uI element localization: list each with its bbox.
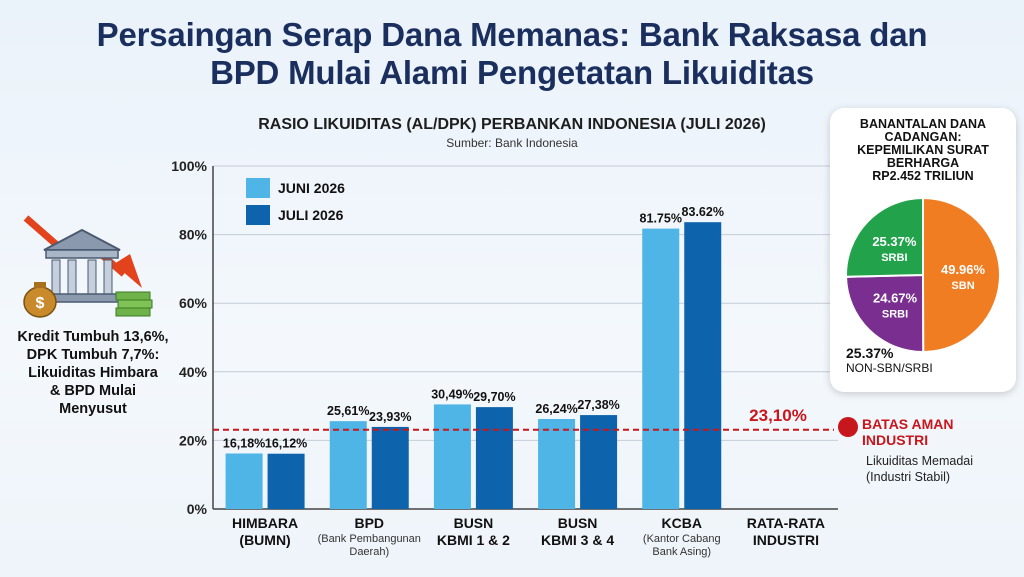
data-label: 25,61% [327, 404, 369, 418]
pie-title: BANANTALAN DANA CADANGAN: KEPEMILIKAN SU… [830, 118, 1016, 183]
page-title-line-2: BPD Mulai Alami Pengetatan Likuiditas [210, 54, 814, 91]
data-label: 23,93% [369, 410, 411, 424]
cash-stack-icon [115, 291, 153, 317]
x-tick-label: (BUMN) [239, 532, 290, 548]
page-title-line-1: Persaingan Serap Dana Memanas: Bank Raks… [96, 16, 928, 53]
data-label: 81.75% [640, 212, 682, 226]
data-label: 16,18% [223, 437, 265, 451]
x-tick-label: INDUSTRI [753, 532, 819, 548]
left-panel-text: Kredit Tumbuh 13,6%, DPK Tumbuh 7,7%: Li… [4, 328, 182, 418]
data-label: 30,49% [431, 387, 473, 401]
bar [475, 407, 513, 509]
x-tick-sublabel: Bank Asing) [652, 546, 711, 558]
x-tick-label: KCBA [662, 515, 702, 531]
y-tick-label: 100% [171, 158, 207, 174]
bar [538, 418, 576, 509]
pie-slice [845, 196, 924, 278]
x-tick-sublabel: Daerah) [349, 546, 389, 558]
bank-illustration: $ [23, 215, 153, 318]
safe-limit-line-1: BATAS AMAN [862, 416, 954, 432]
safe-limit-line-2: INDUSTRI [862, 432, 929, 448]
reference-line-label: 23,10% [749, 406, 807, 425]
bar [267, 453, 305, 509]
x-tick-label: HIMBARA [232, 515, 298, 531]
page-title: Persaingan Serap Dana Memanas: Bank Raks… [0, 16, 1024, 92]
x-tick-sublabel: (Kantor Cabang [643, 533, 721, 545]
legend-swatch [246, 205, 270, 225]
chart-title: RASIO LIKUIDITAS (AL/DPK) PERBANKAN INDO… [258, 116, 766, 133]
pie-title-line: RP2.452 TRILIUN [872, 169, 974, 183]
pie-slice-label: SRBI [881, 252, 907, 264]
legend-swatch [246, 178, 270, 198]
x-tick-sublabel: (Bank Pembangunan [318, 533, 421, 545]
bank-building-icon [41, 228, 123, 303]
data-label: 27,38% [577, 398, 619, 412]
pie-slice-value: 49.96% [941, 262, 986, 277]
x-tick-label: KBMI 3 & 4 [541, 532, 614, 548]
data-label: 83.62% [682, 205, 724, 219]
bar [684, 222, 722, 509]
safe-limit-sub: Likuiditas Memadai (Industri Stabil) [866, 453, 1024, 485]
pie-slice [844, 273, 925, 354]
left-panel-line: Menyusut [59, 401, 127, 417]
y-tick-label: 60% [179, 295, 208, 311]
x-tick-label: KBMI 1 & 2 [437, 532, 510, 548]
y-tick-label: 20% [179, 432, 208, 448]
bar [642, 228, 680, 509]
shield-warning-icon [838, 417, 858, 437]
x-tick-label: BPD [354, 515, 384, 531]
pie-title-line: BERHARGA [886, 156, 960, 170]
safe-limit-label: BATAS AMAN INDUSTRI [862, 416, 1022, 448]
left-panel-line: & BPD Mulai [49, 383, 137, 399]
left-panel-line: Kredit Tumbuh 13,6%, [17, 329, 169, 345]
x-tick-label: RATA-RATA [747, 515, 825, 531]
bar [329, 421, 367, 509]
data-label: 29,70% [473, 390, 515, 404]
pie-title-line: KEPEMILIKAN SURAT [857, 143, 989, 157]
pie-title-line: BANANTALAN DANA [859, 117, 987, 131]
pie-slice-label: SRBI [882, 309, 908, 321]
chart-source: Sumber: Bank Indonesia [446, 136, 578, 150]
legend-label: JUNI 2026 [278, 180, 345, 196]
pie-extra-value: 25.37% [846, 345, 894, 361]
pie-extra: 25.37% NON-SBN/SRBI [846, 346, 933, 376]
pie-slice [922, 196, 1002, 354]
pie-slice-label: SBN [951, 280, 974, 292]
pie-slice-value: 25.37% [872, 234, 917, 249]
legend-label: JULI 2026 [278, 207, 344, 223]
pie-extra-label: NON-SBN/SRBI [846, 361, 933, 375]
y-tick-label: 0% [187, 501, 208, 517]
left-panel-line: DPK Tumbuh 7,7%: [26, 347, 160, 363]
y-tick-label: 80% [179, 227, 208, 243]
pie-title-line: CADANGAN: [884, 130, 962, 144]
data-label: 16,12% [265, 437, 307, 451]
pie-slice-value: 24.67% [873, 291, 918, 306]
svg-text:$: $ [36, 295, 45, 312]
data-label: 26,24% [535, 402, 577, 416]
x-tick-label: BUSN [558, 515, 598, 531]
money-bag-icon: $ [23, 282, 57, 318]
pie-card: BANANTALAN DANA CADANGAN: KEPEMILIKAN SU… [830, 108, 1016, 392]
safe-limit-sub-line-2: (Industri Stabil) [866, 470, 951, 484]
bar [225, 453, 263, 509]
left-panel-line: Likuiditas Himbara [28, 365, 158, 381]
safe-limit-sub-line-1: Likuiditas Memadai [866, 454, 973, 468]
bar [371, 426, 409, 509]
y-tick-label: 40% [179, 364, 208, 380]
x-tick-label: BUSN [454, 515, 494, 531]
bar [433, 404, 471, 509]
pie-chart: 49.96% SBN 24.67% SRBI 25.37% SRBI [844, 196, 1002, 354]
